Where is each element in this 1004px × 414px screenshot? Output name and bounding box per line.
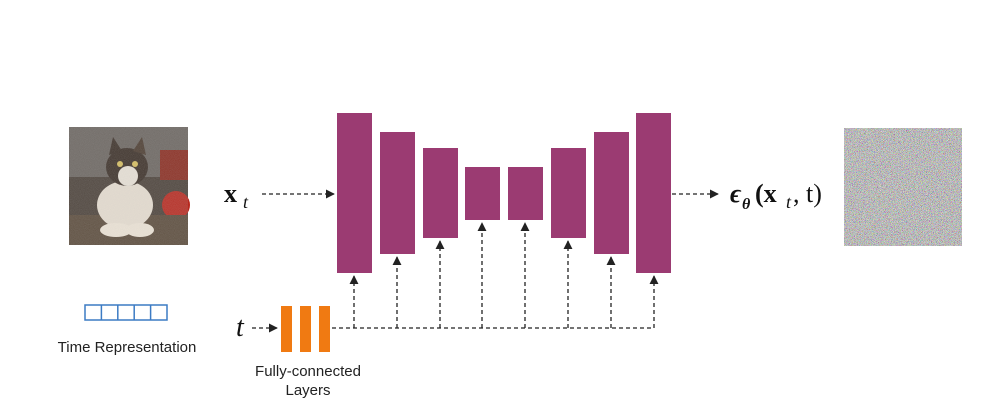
output-label: ϵ θ (x t , t) [730, 179, 822, 213]
unet-block-8 [636, 113, 671, 273]
output-label-epsilon: ϵ [730, 179, 742, 208]
time-representation-vector [84, 304, 168, 321]
output-noise-image [844, 128, 962, 246]
fc-label-line1: Fully-connected [255, 363, 361, 380]
input-label-subscript: t [243, 192, 249, 212]
time-representation-label: Time Representation [58, 339, 197, 356]
output-label-args-end: , t) [793, 179, 822, 208]
unet-block-1 [337, 113, 372, 273]
fully-connected-layers [281, 306, 330, 352]
unet-block-3 [423, 148, 458, 238]
fc-label-line2: Layers [285, 382, 330, 399]
unet-block-2 [380, 132, 415, 254]
input-image [69, 127, 190, 245]
unet-block-5 [508, 167, 543, 220]
unet-block-7 [594, 132, 629, 254]
unet-block-6 [551, 148, 586, 238]
output-label-args-subscript: t [786, 192, 792, 212]
unet [337, 113, 671, 273]
time-embedding-arrows [349, 222, 659, 328]
time-label: t [236, 312, 245, 343]
unet-block-4 [465, 167, 500, 220]
output-label-theta: θ [742, 196, 751, 213]
output-label-args: (x [755, 179, 777, 208]
input-label: x [224, 179, 237, 208]
